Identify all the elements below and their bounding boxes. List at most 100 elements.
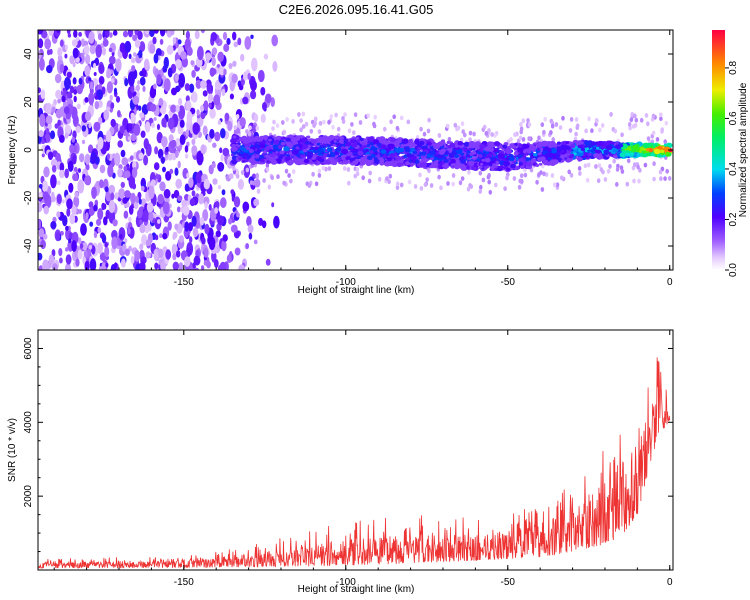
heatmap-cell	[636, 154, 641, 158]
heatmap-cell	[288, 159, 293, 164]
heatmap-cell	[542, 129, 546, 135]
heatmap-cell	[416, 156, 420, 159]
heatmap-cell	[318, 145, 323, 149]
heatmap-cell	[466, 186, 471, 192]
heatmap-cell	[544, 153, 551, 159]
heatmap-cell	[222, 234, 228, 242]
heatmap-cell	[270, 97, 276, 108]
x-tick-label: -150	[174, 277, 194, 288]
heatmap-cell	[138, 198, 142, 205]
heatmap-cell	[48, 30, 54, 36]
heatmap-cell	[425, 158, 429, 162]
heatmap-cell	[609, 112, 613, 117]
heatmap-cell	[71, 240, 77, 252]
heatmap-cell	[468, 130, 473, 136]
heatmap-cell	[309, 128, 314, 134]
heatmap-cell	[260, 113, 266, 124]
heatmap-cell	[395, 181, 400, 187]
heatmap-cell	[373, 159, 381, 165]
heatmap-cell	[380, 144, 387, 150]
heatmap-cell	[67, 33, 72, 38]
heatmap-cell	[38, 228, 45, 238]
heatmap-cell	[285, 137, 291, 142]
heatmap-cell	[68, 182, 74, 193]
heatmap-cell	[482, 124, 487, 130]
heatmap-cell	[287, 173, 291, 178]
heatmap-cell	[142, 210, 150, 222]
heatmap-cell	[217, 51, 224, 62]
heatmap-cell	[438, 161, 442, 164]
heatmap-cell	[205, 52, 212, 61]
heatmap-cell	[143, 58, 150, 71]
heatmap-cell	[45, 127, 50, 135]
heatmap-cell	[137, 80, 141, 85]
heatmap-cell	[359, 137, 364, 141]
colorbar: 0.0 0.2 0.4 0.6 0.8 Normalized spectral ampl…	[712, 30, 749, 277]
heatmap-cell	[288, 151, 293, 155]
heatmap-cell	[85, 163, 90, 171]
heatmap-cell	[641, 152, 648, 157]
heatmap-cell	[510, 163, 516, 169]
heatmap-cell	[191, 69, 196, 78]
heatmap-cell	[568, 155, 573, 159]
heatmap-cell	[158, 97, 164, 107]
heatmap-cell	[222, 147, 230, 157]
heatmap-cell	[367, 178, 372, 184]
heatmap-cell	[565, 141, 569, 145]
heatmap-cell	[191, 145, 198, 156]
heatmap-cell	[150, 179, 156, 186]
heatmap-cell	[84, 97, 89, 103]
heatmap-cell	[443, 158, 449, 163]
heatmap-cell	[517, 184, 522, 190]
heatmap-cell	[78, 77, 83, 85]
heatmap-cell	[133, 123, 141, 136]
heatmap-cell	[476, 158, 481, 161]
heatmap-cell	[143, 138, 149, 150]
heatmap-cell	[134, 39, 141, 48]
heatmap-cell	[314, 161, 318, 164]
heatmap-cell	[254, 143, 261, 149]
heatmap-cell	[535, 179, 539, 185]
y-tick-label: 2000	[23, 485, 34, 508]
heatmap-cell	[157, 148, 164, 159]
heatmap-cell	[186, 46, 193, 56]
heatmap-cell	[103, 36, 107, 42]
heatmap-cell	[377, 176, 382, 182]
heatmap-cell	[139, 261, 146, 270]
heatmap-cell	[97, 227, 102, 234]
heatmap-cell	[590, 128, 594, 134]
heatmap-cell	[503, 186, 507, 192]
heatmap-cell	[182, 205, 190, 216]
heatmap-cell	[175, 150, 179, 158]
heatmap-cell	[341, 119, 346, 124]
heatmap-cell	[493, 141, 501, 147]
heatmap-cell	[427, 117, 431, 123]
heatmap-cell	[220, 197, 227, 209]
heatmap-cell	[567, 169, 571, 175]
heatmap-cell	[594, 164, 598, 169]
heatmap-cell	[352, 130, 356, 136]
heatmap-cell	[664, 120, 669, 126]
heatmap-cell	[277, 144, 283, 149]
heatmap-cell	[569, 117, 574, 122]
heatmap-cell	[479, 162, 484, 166]
heatmap-cell	[326, 154, 331, 158]
heatmap-cell	[251, 124, 257, 134]
heatmap-cell	[245, 243, 249, 250]
heatmap-cell	[215, 201, 220, 209]
colorbar-tick-label: 0.4	[728, 162, 739, 176]
heatmap-cell	[85, 212, 89, 220]
heatmap-cell	[219, 147, 223, 154]
heatmap-cell	[106, 81, 113, 94]
heatmap-cell	[211, 47, 218, 56]
heatmap-cell	[625, 152, 631, 157]
heatmap-cell	[291, 149, 299, 155]
heatmap-cell	[124, 78, 129, 87]
heatmap-cell	[639, 117, 644, 123]
heatmap-cell	[65, 263, 71, 270]
heatmap-cell	[644, 113, 649, 118]
heatmap-cell	[612, 154, 618, 159]
heatmap-cell	[282, 180, 286, 186]
heatmap-cell	[163, 188, 171, 199]
heatmap-cell	[265, 167, 270, 173]
